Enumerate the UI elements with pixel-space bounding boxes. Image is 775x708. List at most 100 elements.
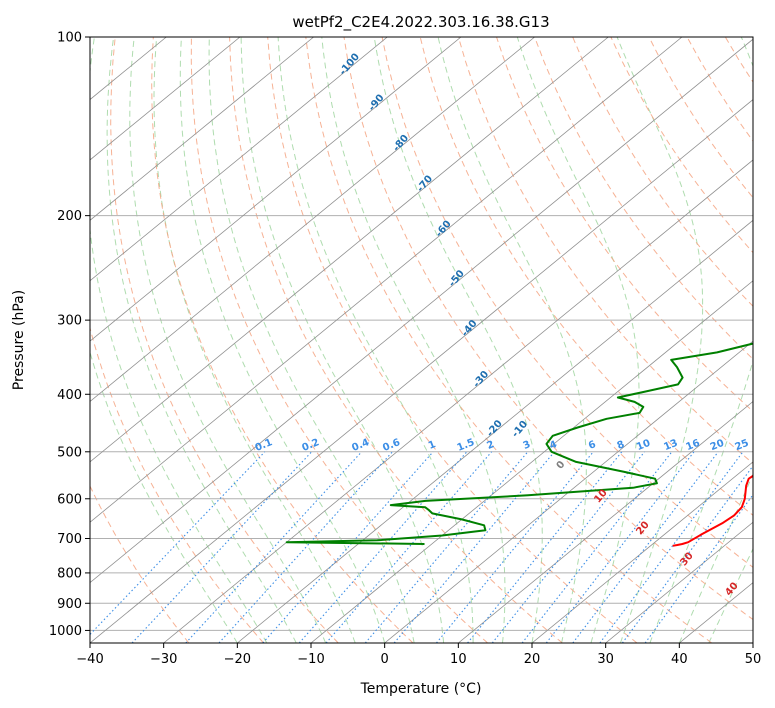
y-tick-label: 100 xyxy=(57,31,82,46)
x-tick-label: 30 xyxy=(597,652,614,667)
dry-adiabat-line xyxy=(534,37,753,360)
dewpoint-line xyxy=(285,342,753,545)
x-axis: −40 −30 −20 −10 0 10 20 30 40 50 xyxy=(76,643,761,667)
isotherm-line xyxy=(605,521,753,643)
moist-adiabats xyxy=(90,37,753,643)
x-tick-label: 40 xyxy=(671,652,688,667)
dry-adiabat-line xyxy=(190,37,488,643)
isotherm-line xyxy=(237,219,753,643)
mixing-ratio-line xyxy=(218,451,393,643)
isotherm-line xyxy=(90,37,314,221)
isotherm-line xyxy=(90,37,241,161)
temperature-line xyxy=(672,474,753,547)
moist-adiabat-line xyxy=(678,472,753,643)
isotherm-line xyxy=(90,38,753,584)
moist-adiabat-line xyxy=(649,37,753,643)
x-tick-label: 10 xyxy=(450,652,467,667)
mixing-ratio-lines xyxy=(90,451,753,643)
y-tick-label: 400 xyxy=(57,388,82,403)
mixing-ratio-label: 3 xyxy=(522,439,533,452)
x-tick-label: −40 xyxy=(76,652,103,667)
moist-adiabat-line xyxy=(437,37,587,643)
x-tick-label: 20 xyxy=(524,652,541,667)
dry-adiabats xyxy=(90,37,753,643)
profiles xyxy=(285,342,753,547)
x-tick-label: 0 xyxy=(381,652,389,667)
dry-adiabat-line xyxy=(110,37,339,643)
moist-adiabat-line xyxy=(129,37,327,643)
y-tick-label: 600 xyxy=(57,492,82,507)
mixing-ratio-line xyxy=(364,451,529,643)
y-tick-label: 200 xyxy=(57,209,82,224)
mixing-ratio-line xyxy=(545,451,695,643)
y-axis: 100 200 300 400 500 600 700 800 900 1000 xyxy=(49,31,90,639)
isotherm-line xyxy=(90,99,753,643)
mixing-ratio-line xyxy=(435,451,594,643)
pressure-gridlines xyxy=(90,37,753,631)
dry-adiabat-line xyxy=(229,37,563,643)
x-tick-label: −20 xyxy=(224,652,251,667)
isotherm-line xyxy=(458,400,753,643)
mixing-ratio-label: 8 xyxy=(616,439,627,452)
mixing-ratio-label: 13 xyxy=(662,438,679,453)
x-tick-label: 50 xyxy=(745,652,762,667)
moist-adiabat-line xyxy=(616,37,704,643)
mixing-ratio-line xyxy=(572,451,719,643)
dry-adiabat-line xyxy=(496,37,753,413)
x-tick-label: −30 xyxy=(150,652,177,667)
mixing-ratio-line xyxy=(90,451,266,636)
plot-area: -100-90-80-70-60-50-40-30-20 -10010203040… xyxy=(90,37,753,643)
x-tick-label: −10 xyxy=(297,652,324,667)
isotherm-line xyxy=(90,37,609,463)
isotherm-line xyxy=(90,37,683,523)
mixing-ratio-line xyxy=(185,451,363,643)
moist-adiabat-line xyxy=(153,37,356,643)
isotherm-line xyxy=(310,280,753,643)
moist-adiabat-line xyxy=(90,37,268,643)
mixing-ratio-line xyxy=(521,451,673,643)
y-tick-label: 1000 xyxy=(49,624,82,639)
mixing-ratio-label: 2 xyxy=(485,439,496,452)
mixing-ratio-label: 4 xyxy=(548,439,559,452)
y-tick-label: 900 xyxy=(57,597,82,612)
isotherm-line xyxy=(384,340,753,643)
moist-adiabat-line xyxy=(240,37,445,643)
moist-adiabat-line xyxy=(106,37,297,643)
y-tick-label: 700 xyxy=(57,532,82,547)
dry-adiabat-line xyxy=(90,485,190,643)
isotherm-line xyxy=(531,461,753,643)
plot-frame xyxy=(89,36,754,644)
moist-adiabat-line xyxy=(90,350,238,643)
mixing-ratio-label: 1 xyxy=(427,439,438,452)
chart-title: wetPf2_C2E4.2022.303.16.38.G13 xyxy=(292,13,549,32)
y-tick-label: 500 xyxy=(57,445,82,460)
mixing-ratio-line xyxy=(467,451,623,643)
dry-adiabat-line xyxy=(343,37,753,621)
y-axis-label: Pressure (hPa) xyxy=(11,290,27,390)
dry-adiabat-line xyxy=(90,326,264,643)
mixing-ratio-line xyxy=(262,451,434,643)
y-tick-label: 300 xyxy=(57,314,82,329)
isotherm-line xyxy=(90,37,462,342)
moist-adiabat-line xyxy=(179,37,386,643)
mixing-ratio-label: 20 xyxy=(709,438,726,453)
dry-adiabat-line xyxy=(572,37,753,307)
moist-adiabat-line xyxy=(208,37,415,643)
mixing-ratio-line xyxy=(491,451,645,643)
x-axis-label: Temperature (°C) xyxy=(360,681,482,697)
isotherms xyxy=(90,37,753,643)
y-tick-label: 800 xyxy=(57,566,82,581)
moist-adiabat-line xyxy=(373,37,543,643)
mixing-ratio-label: 6 xyxy=(587,439,598,452)
dry-adiabat-line xyxy=(305,37,713,643)
mixing-ratio-label: 25 xyxy=(733,438,750,453)
moist-adiabat-line xyxy=(321,37,506,643)
mixing-ratio-label: 10 xyxy=(635,438,652,453)
isotherm-line xyxy=(90,37,388,282)
isotherm-line xyxy=(90,37,535,402)
mixing-ratio-label: 16 xyxy=(685,438,702,453)
mixing-ratio-line xyxy=(393,451,555,643)
moist-adiabat-line xyxy=(277,37,474,643)
